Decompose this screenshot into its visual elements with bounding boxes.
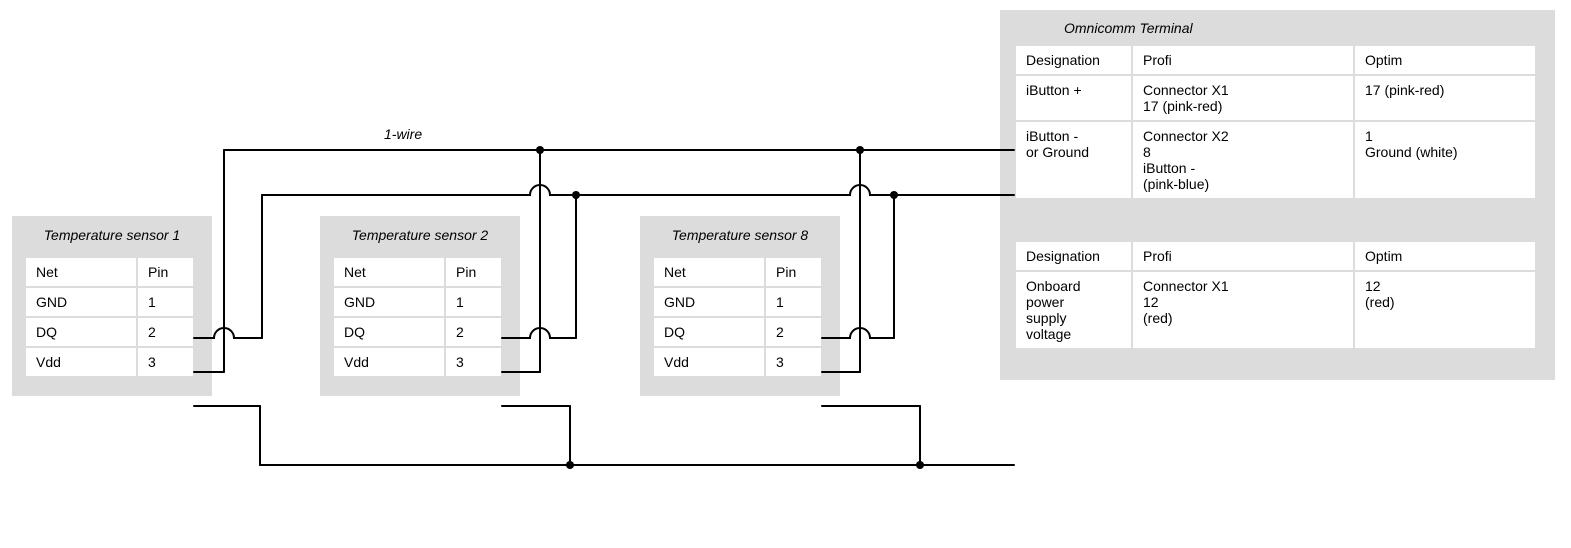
cell: Vdd: [334, 348, 444, 376]
cell: 2: [138, 318, 193, 346]
cell: 3: [446, 348, 501, 376]
cell: GND: [654, 288, 764, 316]
sensor-table: NetPin GND1 DQ2 Vdd3: [24, 256, 195, 378]
sensor-block-8: Temperature sensor 8 NetPin GND1 DQ2 Vdd…: [640, 216, 840, 396]
col-header: Profi: [1133, 46, 1353, 74]
sensor-title: Temperature sensor 8: [652, 226, 828, 246]
cell: DQ: [26, 318, 136, 346]
col-header-pin: Pin: [138, 258, 193, 286]
cell: 3: [766, 348, 821, 376]
sensor-table: NetPin GND1 DQ2 Vdd3: [652, 256, 823, 378]
cell: Vdd: [26, 348, 136, 376]
sensor-block-1: Temperature sensor 1 NetPin GND1 DQ2 Vdd…: [12, 216, 212, 396]
terminal-table-2: Designation Profi Optim Onboard power su…: [1014, 240, 1537, 350]
cell: Connector X1 17 (pink-red): [1133, 76, 1353, 120]
col-header-net: Net: [334, 258, 444, 286]
cell: DQ: [654, 318, 764, 346]
table-row: GND1: [654, 288, 821, 316]
table-row: Onboard power supply voltage Connector X…: [1016, 272, 1535, 348]
cell: iButton +: [1016, 76, 1131, 120]
cell: iButton - or Ground: [1016, 122, 1131, 198]
table-row: iButton - or Ground Connector X2 8 iButt…: [1016, 122, 1535, 198]
cell: 1: [446, 288, 501, 316]
terminal-title: Omnicomm Terminal: [1064, 20, 1541, 36]
sensor-title-text: Temperature sensor 8: [672, 227, 808, 243]
col-header: Designation: [1016, 46, 1131, 74]
sensor-title-text: Temperature sensor 2: [352, 227, 488, 243]
cell: 1: [138, 288, 193, 316]
cell: GND: [334, 288, 444, 316]
cell: GND: [26, 288, 136, 316]
table-row: GND1: [334, 288, 501, 316]
sensor-block-2: Temperature sensor 2 NetPin GND1 DQ2 Vdd…: [320, 216, 520, 396]
terminal-block: Omnicomm Terminal Designation Profi Opti…: [1000, 10, 1555, 380]
cell: Vdd: [654, 348, 764, 376]
col-header: Optim: [1355, 46, 1535, 74]
table-row: Vdd3: [654, 348, 821, 376]
sensor-title-text: Temperature sensor 1: [44, 227, 180, 243]
table-row: DQ2: [334, 318, 501, 346]
cell: 1: [766, 288, 821, 316]
cell: Connector X2 8 iButton - (pink-blue): [1133, 122, 1353, 198]
col-header: Optim: [1355, 242, 1535, 270]
cell: 17 (pink-red): [1355, 76, 1535, 120]
cell: Connector X1 12 (red): [1133, 272, 1353, 348]
col-header: Profi: [1133, 242, 1353, 270]
wire-label: 1-wire: [384, 126, 422, 142]
cell: 12 (red): [1355, 272, 1535, 348]
table-row: GND1: [26, 288, 193, 316]
sensor-table: NetPin GND1 DQ2 Vdd3: [332, 256, 503, 378]
table-row: iButton + Connector X1 17 (pink-red) 17 …: [1016, 76, 1535, 120]
cell: 2: [766, 318, 821, 346]
sensor-title: Temperature sensor 1: [24, 226, 200, 246]
table-row: Vdd3: [334, 348, 501, 376]
terminal-table-1: Designation Profi Optim iButton + Connec…: [1014, 44, 1537, 200]
col-header-pin: Pin: [446, 258, 501, 286]
col-header-pin: Pin: [766, 258, 821, 286]
cell: 1 Ground (white): [1355, 122, 1535, 198]
table-row: DQ2: [654, 318, 821, 346]
cell: Onboard power supply voltage: [1016, 272, 1131, 348]
sensor-title: Temperature sensor 2: [332, 226, 508, 246]
table-row: Vdd3: [26, 348, 193, 376]
cell: 2: [446, 318, 501, 346]
cell: DQ: [334, 318, 444, 346]
col-header: Designation: [1016, 242, 1131, 270]
col-header-net: Net: [654, 258, 764, 286]
table-row: DQ2: [26, 318, 193, 346]
col-header-net: Net: [26, 258, 136, 286]
cell: 3: [138, 348, 193, 376]
